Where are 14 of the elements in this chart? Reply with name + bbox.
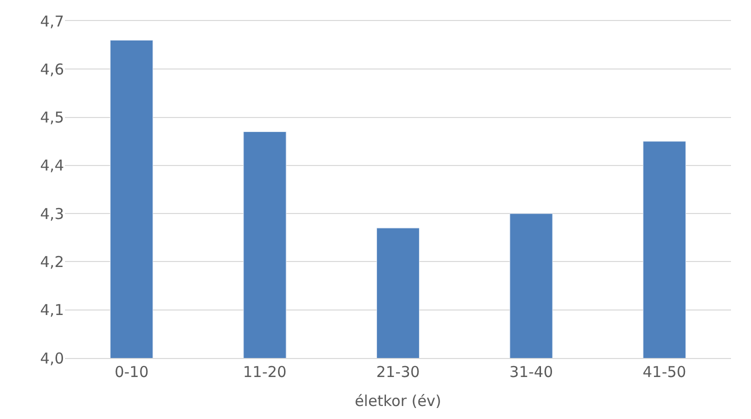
x-tick-label: 0-10 <box>114 363 149 381</box>
x-axis-title: életkor (év) <box>354 392 442 410</box>
y-tick-label: 4,1 <box>40 301 64 320</box>
x-tick-label: 41-50 <box>642 363 686 381</box>
x-tick-label: 21-30 <box>376 363 420 381</box>
x-tick-label: 31-40 <box>509 363 553 381</box>
y-tick-label: 4,5 <box>40 108 64 127</box>
y-tick-label: 4,3 <box>40 204 64 223</box>
y-tick-label: 4,7 <box>40 12 64 30</box>
y-tick-label: 4,6 <box>40 60 64 78</box>
y-tick-label: 4,4 <box>40 156 64 175</box>
y-tick-label: 4,2 <box>40 252 64 271</box>
y-tick-label: 4,0 <box>40 349 64 368</box>
x-tick-label: 11-20 <box>243 363 287 381</box>
